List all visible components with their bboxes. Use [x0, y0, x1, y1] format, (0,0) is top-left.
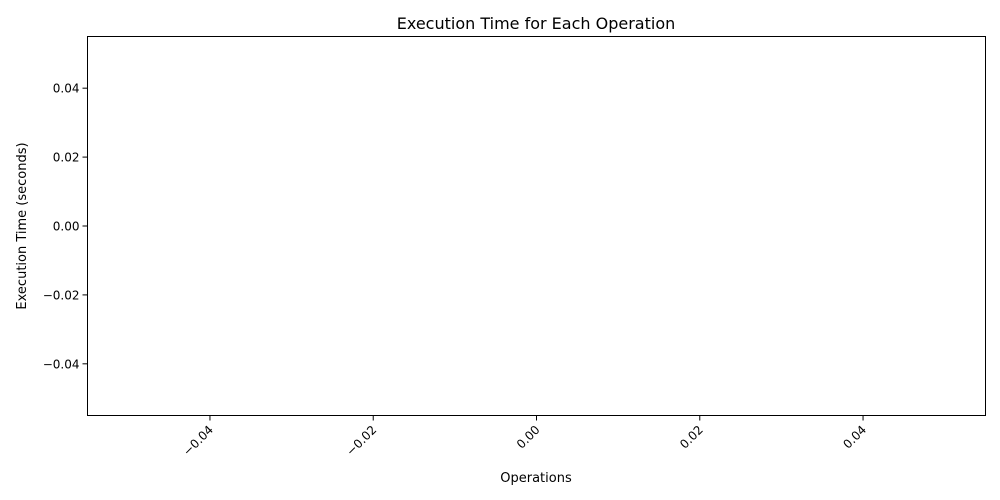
x-tick-label: 0.00 [514, 423, 543, 452]
x-tick-label: 0.02 [677, 423, 706, 452]
y-axis-ticks: 0.04 0.02 0.00 −0.02 −0.04 [43, 82, 88, 371]
x-tick-label: −0.04 [180, 423, 216, 459]
chart-title: Execution Time for Each Operation [397, 14, 676, 33]
y-tick-label: 0.04 [53, 82, 80, 96]
x-tick-label: 0.04 [840, 423, 869, 452]
y-tick-label: 0.02 [53, 151, 80, 165]
y-tick-label: −0.04 [43, 357, 80, 371]
x-tick-label: −0.02 [343, 423, 379, 459]
plot-area [87, 36, 986, 416]
y-axis-label: Execution Time (seconds) [15, 142, 30, 309]
y-tick-label: −0.02 [43, 288, 80, 302]
x-axis-ticks: −0.04 −0.02 0.00 0.02 0.04 [180, 415, 869, 459]
x-axis-label: Operations [500, 471, 572, 486]
y-tick-label: 0.00 [53, 220, 80, 234]
